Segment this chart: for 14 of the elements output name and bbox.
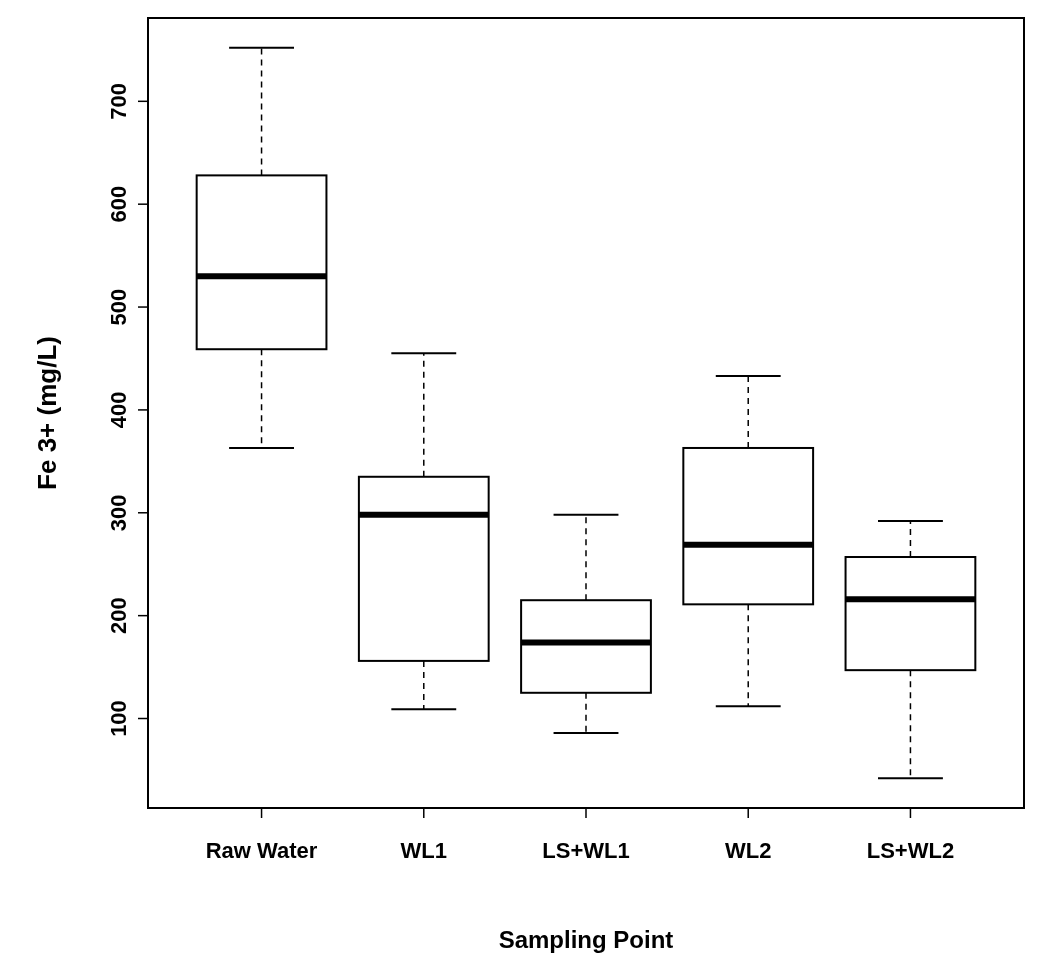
y-tick-label: 500 [106, 288, 131, 326]
x-tick-label: Raw Water [205, 838, 318, 863]
y-tick-label: 100 [106, 700, 131, 737]
y-axis-title: Fe 3+ (mg/L) [32, 336, 62, 490]
y-tick-label: 600 [106, 185, 131, 223]
x-tick-label: LS+WL1 [542, 838, 630, 863]
y-tick-label: 300 [106, 494, 131, 532]
x-axis-title: Sampling Point [498, 926, 674, 953]
y-tick-label: 400 [106, 391, 131, 429]
y-tick-label: 700 [106, 82, 131, 120]
y-tick-label: 200 [106, 597, 131, 634]
x-tick-label: LS+WL2 [866, 838, 955, 863]
x-tick-label: WL2 [725, 838, 772, 863]
x-tick-label: WL1 [400, 838, 447, 863]
